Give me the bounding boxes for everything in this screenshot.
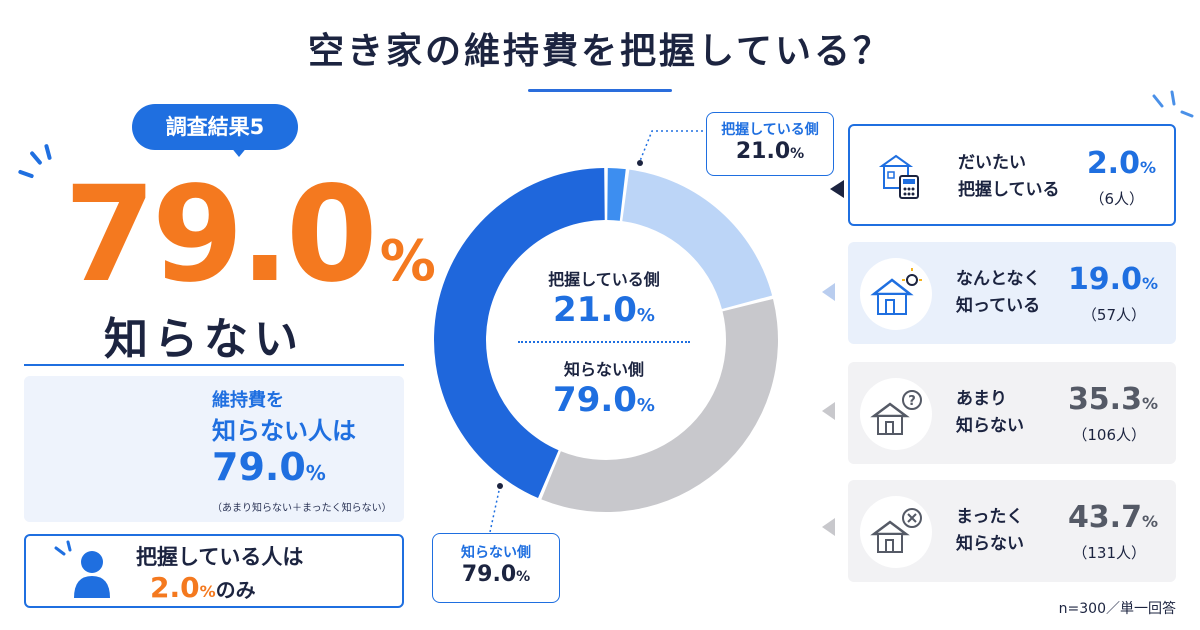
callout-unknown-value: 79.0: [461, 562, 517, 587]
row-unit: %: [1139, 158, 1156, 177]
row-pointer: [822, 402, 835, 420]
center-known: 把握している側 21.0%: [514, 266, 694, 330]
row-unit: %: [1141, 274, 1158, 293]
row-value: 2.0: [1086, 146, 1140, 181]
donut-slice: [607, 168, 626, 221]
headline-unit: %: [379, 229, 436, 294]
callout-known-unit: %: [790, 146, 805, 162]
house-calculator-icon: [862, 142, 934, 214]
box-a-line1: 維持費を: [212, 390, 284, 411]
row-value: 19.0: [1067, 262, 1142, 297]
sparkle-icon: [17, 169, 35, 179]
callout-known-label: 把握している側: [721, 122, 819, 138]
center-known-unit: %: [636, 305, 655, 326]
donut-slice: [541, 298, 778, 512]
person-icon: [54, 540, 110, 598]
row-label-line2: 知っている: [956, 296, 1041, 316]
headline-percentage: 79.0%: [64, 158, 436, 312]
row-label: だいたい 把握している: [958, 150, 1060, 204]
row-label-line1: なんとなく: [956, 269, 1041, 289]
row-pointer-active: [830, 180, 844, 198]
house-question-icon: ?: [860, 378, 932, 450]
center-unknown-value: 79.0: [553, 380, 637, 420]
row-percentage: 43.7%: [1068, 500, 1158, 535]
box-a-number: 79.0: [212, 445, 306, 489]
row-label-line2: 知らない: [956, 416, 1024, 436]
box-a-line2: 知らない人は: [212, 417, 356, 445]
headline-label: 知らない: [104, 314, 304, 365]
sparkle-icon: [43, 143, 53, 161]
row-percentage: 35.3%: [1068, 382, 1158, 417]
row-count: （57人）: [1081, 306, 1146, 324]
box-b-suffix: のみ: [215, 578, 256, 602]
row-count: （131人）: [1072, 544, 1146, 562]
center-divider: [518, 341, 690, 343]
row-count: （106人）: [1072, 426, 1146, 444]
center-known-label: 把握している側: [548, 270, 660, 289]
row-not-really-know: ? あまり 知らない 35.3% （106人）: [848, 362, 1176, 464]
box-b-line1: 把握している人は: [136, 545, 304, 569]
row-vaguely-know: なんとなく 知っている 19.0% （57人）: [848, 242, 1176, 344]
row-label: なんとなく 知っている: [956, 266, 1041, 320]
row-label: あまり 知らない: [956, 386, 1024, 440]
callout-unknown-side: 知らない側 79.0%: [432, 533, 560, 603]
donut-slice: [622, 169, 773, 309]
row-label-line1: だいたい: [958, 153, 1026, 173]
row-pointer: [822, 283, 835, 301]
callout-known-side: 把握している側 21.0%: [706, 112, 834, 176]
center-unknown: 知らない側 79.0%: [514, 356, 694, 420]
box-b-value: 2.0%のみ: [150, 571, 256, 604]
callout-unknown-label: 知らない側: [461, 545, 531, 561]
row-label: まったく 知らない: [956, 504, 1024, 558]
house-lightbulb-icon: [860, 258, 932, 330]
house-cross-icon: [860, 496, 932, 568]
callout-unknown-unit: %: [516, 569, 531, 585]
center-known-value: 21.0: [553, 290, 637, 330]
row-value: 43.7: [1067, 500, 1142, 535]
row-percentage: 2.0%: [1087, 146, 1156, 181]
row-label-line2: 知らない: [956, 534, 1024, 554]
donut-chart: [434, 168, 778, 512]
row-label-line1: まったく: [956, 507, 1024, 527]
svg-text:?: ?: [908, 394, 916, 409]
badge-tail: [230, 146, 248, 157]
box-b-unit: %: [199, 582, 216, 601]
row-count: （6人）: [1089, 190, 1144, 208]
row-percentage: 19.0%: [1068, 262, 1158, 297]
result-badge: 調査結果5: [132, 104, 298, 150]
row-roughly-know: だいたい 把握している 2.0% （6人）: [848, 124, 1176, 226]
row-label-line2: 把握している: [958, 180, 1060, 200]
row-unit: %: [1141, 512, 1158, 531]
sparkle-icon: [1152, 90, 1194, 118]
callout-known-value: 21.0: [735, 139, 791, 164]
center-unknown-unit: %: [636, 395, 655, 416]
donut-slice: [434, 168, 605, 498]
headline-value: 79.0: [64, 158, 378, 312]
box-a-value: 79.0%: [212, 445, 326, 489]
title-underline: [528, 89, 672, 92]
divider: [24, 364, 404, 366]
sparkle-icon: [29, 150, 43, 166]
sample-note: n=300／単一回答: [1058, 601, 1176, 617]
row-not-at-all-know: まったく 知らない 43.7% （131人）: [848, 480, 1176, 582]
row-label-line1: あまり: [956, 389, 1007, 409]
callout-leader-bottom: [489, 483, 503, 533]
box-a-unit: %: [305, 461, 326, 485]
row-pointer: [822, 518, 835, 536]
box-a-note: （あまり知らない＋まったく知らない）: [212, 503, 392, 514]
page-title: 空き家の維持費を把握している？: [308, 31, 892, 72]
box-b-number: 2.0: [150, 571, 200, 604]
row-unit: %: [1141, 394, 1158, 413]
row-value: 35.3: [1067, 382, 1142, 417]
center-unknown-label: 知らない側: [563, 360, 644, 379]
callout-leader-top: [637, 130, 708, 166]
